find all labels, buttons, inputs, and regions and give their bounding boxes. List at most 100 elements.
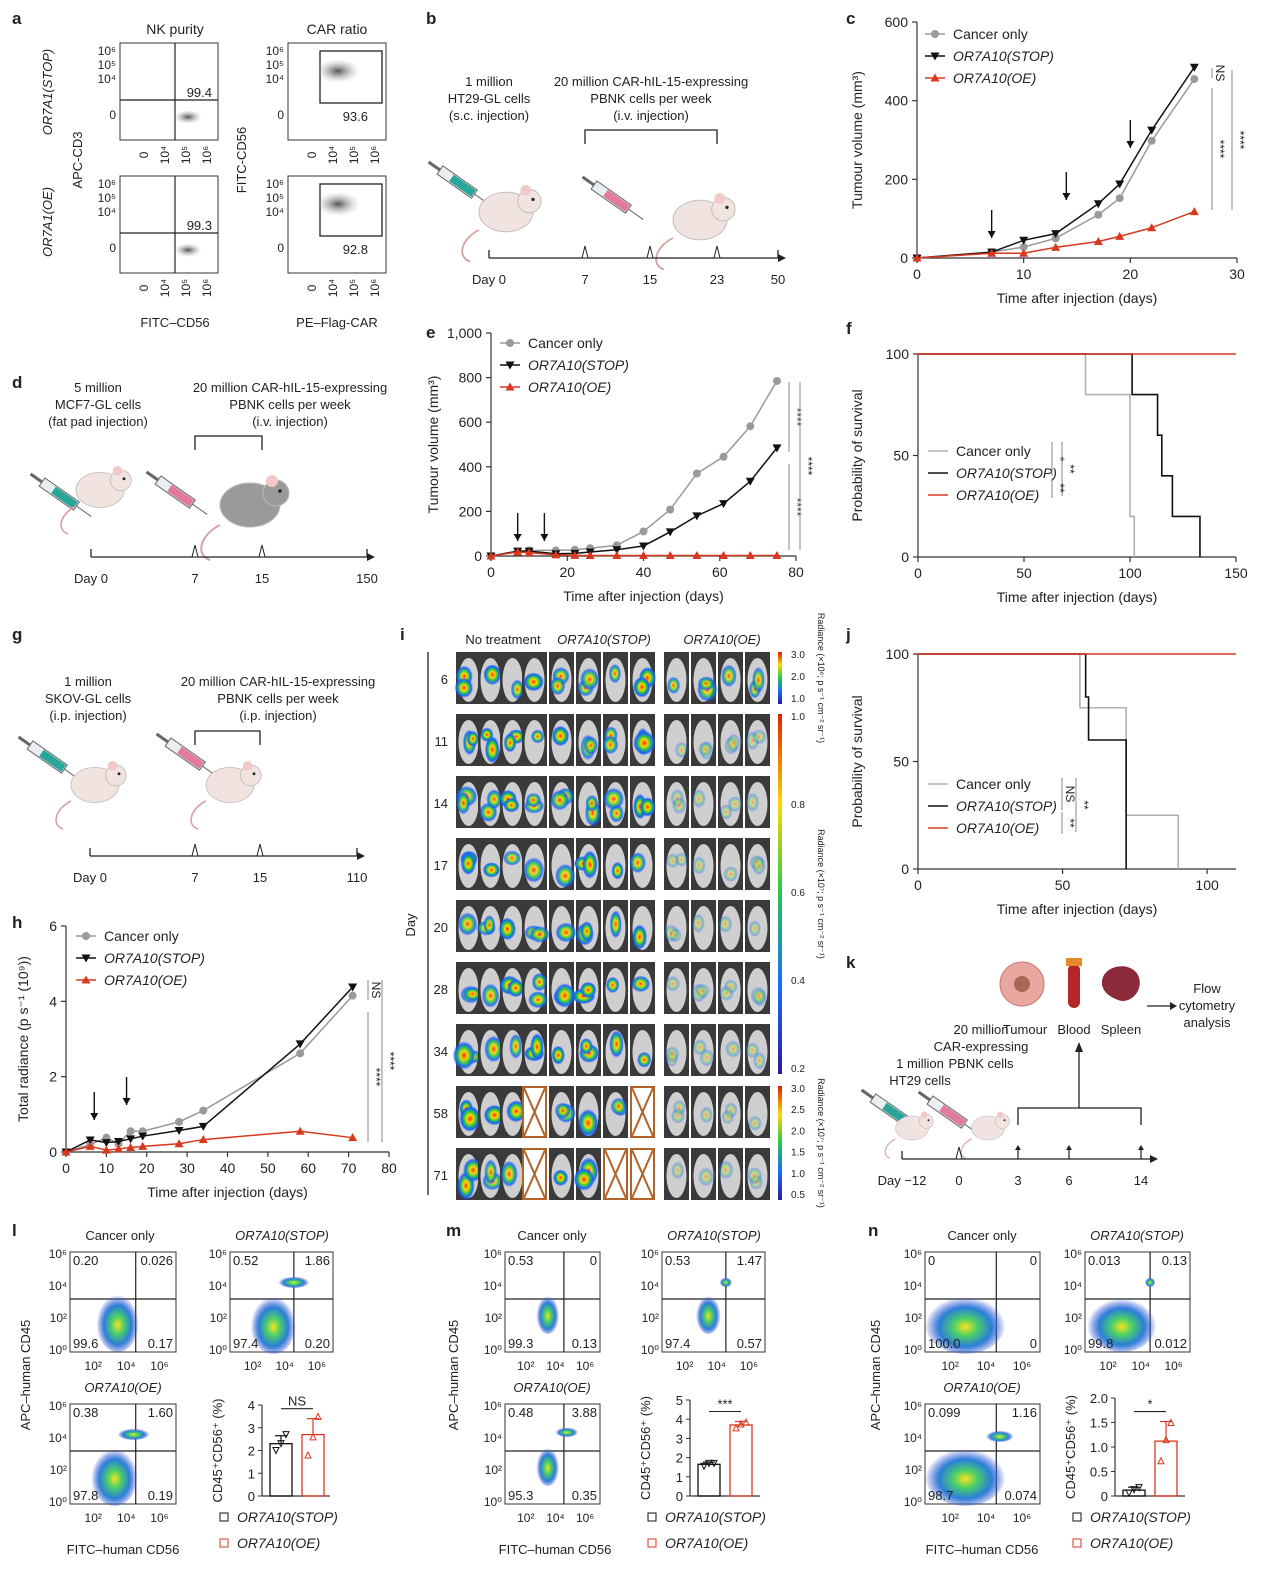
- mouse-image: [745, 1148, 770, 1200]
- arrow-head: [357, 852, 365, 860]
- ear: [266, 475, 278, 487]
- day-label: 11: [435, 734, 449, 749]
- y-tick-label: 10²: [905, 1463, 922, 1477]
- x-tick-label: 10⁴: [326, 279, 340, 298]
- mouse-image: [522, 776, 547, 828]
- spleen-icon: [1101, 966, 1140, 1001]
- syringe-icon: [17, 735, 80, 780]
- replicate-point: [282, 1431, 290, 1439]
- legend-swatch: [647, 1538, 657, 1548]
- chart-f: 0 50 100 150 0 50 100 Time after injection (day…: [849, 346, 1248, 605]
- y-tick-label: 4: [248, 1398, 255, 1413]
- timeline-label: 15: [253, 870, 267, 885]
- mouse-image: [522, 1024, 547, 1076]
- bioluminescence-signal: [699, 1048, 715, 1067]
- eye: [122, 477, 126, 481]
- significance-label: NS: [1213, 65, 1227, 82]
- y-tick-label: 4: [49, 993, 57, 1009]
- plot-frame: [287, 42, 387, 141]
- arrow-head: [1126, 141, 1135, 148]
- replicate-point: [314, 1412, 322, 1420]
- y-tick-label: 0: [49, 1144, 57, 1160]
- quadrant-value: 0.19: [148, 1488, 173, 1503]
- data-point: [1019, 248, 1029, 257]
- data-point: [513, 547, 523, 556]
- data-point: [930, 52, 940, 61]
- mouse-image: [745, 1086, 770, 1138]
- mouse-image: [452, 1024, 483, 1076]
- bioluminescence-signal: [554, 863, 576, 889]
- y-tick-label: 3: [676, 1431, 683, 1446]
- mouse-image: [498, 900, 525, 952]
- day-label: 71: [434, 1168, 448, 1183]
- legend-label: OR7A10(STOP): [665, 1509, 766, 1525]
- mouse-image: [500, 838, 525, 890]
- data-point: [113, 1137, 123, 1146]
- plot-title: OR7A10(STOP): [1090, 1228, 1184, 1243]
- mouse-image: [630, 652, 657, 704]
- y-tick-label: 10⁵: [98, 191, 116, 205]
- cross-mark: [523, 1087, 546, 1137]
- flow-plot: 0.53 0 99.3 0.13: [504, 1251, 601, 1353]
- quadrant-value: 0: [590, 1253, 597, 1268]
- mouse-image: [575, 900, 601, 952]
- x-tick-label: 10²: [244, 1359, 261, 1373]
- panel-label-g: g: [12, 625, 22, 644]
- series-line: [490, 447, 778, 557]
- bioluminescence-signal: [752, 666, 765, 694]
- data-point: [1093, 200, 1103, 209]
- schematic-panel_b: 1 million HT29-GL cells (s.c. injection) 20…: [427, 74, 786, 287]
- data-point: [348, 1133, 358, 1142]
- panel-label-k: k: [846, 953, 856, 972]
- y-tick-label: 10⁴: [208, 1279, 227, 1293]
- mouse-image: [573, 1148, 601, 1200]
- mouse-image: [549, 776, 575, 828]
- y-tick-label: 10⁰: [1064, 1343, 1082, 1357]
- panel-label-h: h: [12, 913, 22, 932]
- arrow-head: [1066, 1145, 1072, 1150]
- cells-text: HT29-GL cells: [448, 91, 531, 106]
- mouse-image: [691, 652, 718, 704]
- panel-label-d: d: [12, 373, 22, 392]
- timeline: Day 0 7 15 110: [73, 843, 367, 885]
- y-tick-label: 2: [248, 1444, 255, 1459]
- mouse-image: [576, 776, 601, 828]
- arrow-head: [1062, 193, 1071, 200]
- x-tick-label: 10²: [517, 1359, 534, 1373]
- bioluminescence-signal: [672, 796, 687, 815]
- y-tick-label: 10⁶: [49, 1399, 67, 1413]
- mouse-image: [630, 1086, 655, 1138]
- arrow-head: [513, 534, 522, 541]
- bar: [729, 1424, 753, 1497]
- cell-population: [1144, 1277, 1156, 1287]
- quadrant-value: 0.48: [508, 1405, 533, 1420]
- mouse-image: [456, 838, 481, 890]
- y-tick-label: 10⁵: [266, 191, 284, 205]
- bioluminescence-signal: [745, 1042, 760, 1059]
- mouse-image: [500, 714, 526, 766]
- mouse-illustration: [200, 475, 290, 561]
- timeline-label: 0: [955, 1173, 962, 1188]
- nk-cells-text: (i.v. injection): [613, 108, 689, 123]
- mouse-image: [478, 776, 503, 828]
- legend-label: OR7A10(STOP): [1090, 1509, 1191, 1525]
- replicate-point: [1162, 1435, 1170, 1444]
- plot-frame: [119, 42, 219, 141]
- y-tick-label: 10⁴: [903, 1431, 922, 1445]
- data-point: [612, 551, 622, 560]
- mouse-image: [691, 1024, 716, 1076]
- bioluminescence-signal: [748, 1115, 762, 1131]
- mouse-image: [691, 838, 716, 890]
- x-tick-label: 10⁶: [308, 1359, 326, 1373]
- ear: [112, 466, 123, 476]
- legend-label: Cancer only: [104, 928, 179, 944]
- mouse-image: [478, 962, 503, 1014]
- legend-label: OR7A10(OE): [665, 1535, 748, 1551]
- cross-mark: [631, 1149, 654, 1199]
- significance-label: ****: [369, 1068, 383, 1087]
- quadrant-value: 97.4: [233, 1336, 258, 1351]
- replicate-point: [277, 1440, 285, 1448]
- y-tick-label: 10²: [210, 1311, 227, 1325]
- mouse-illustration: [461, 185, 542, 263]
- bioluminescence-signal: [579, 667, 600, 691]
